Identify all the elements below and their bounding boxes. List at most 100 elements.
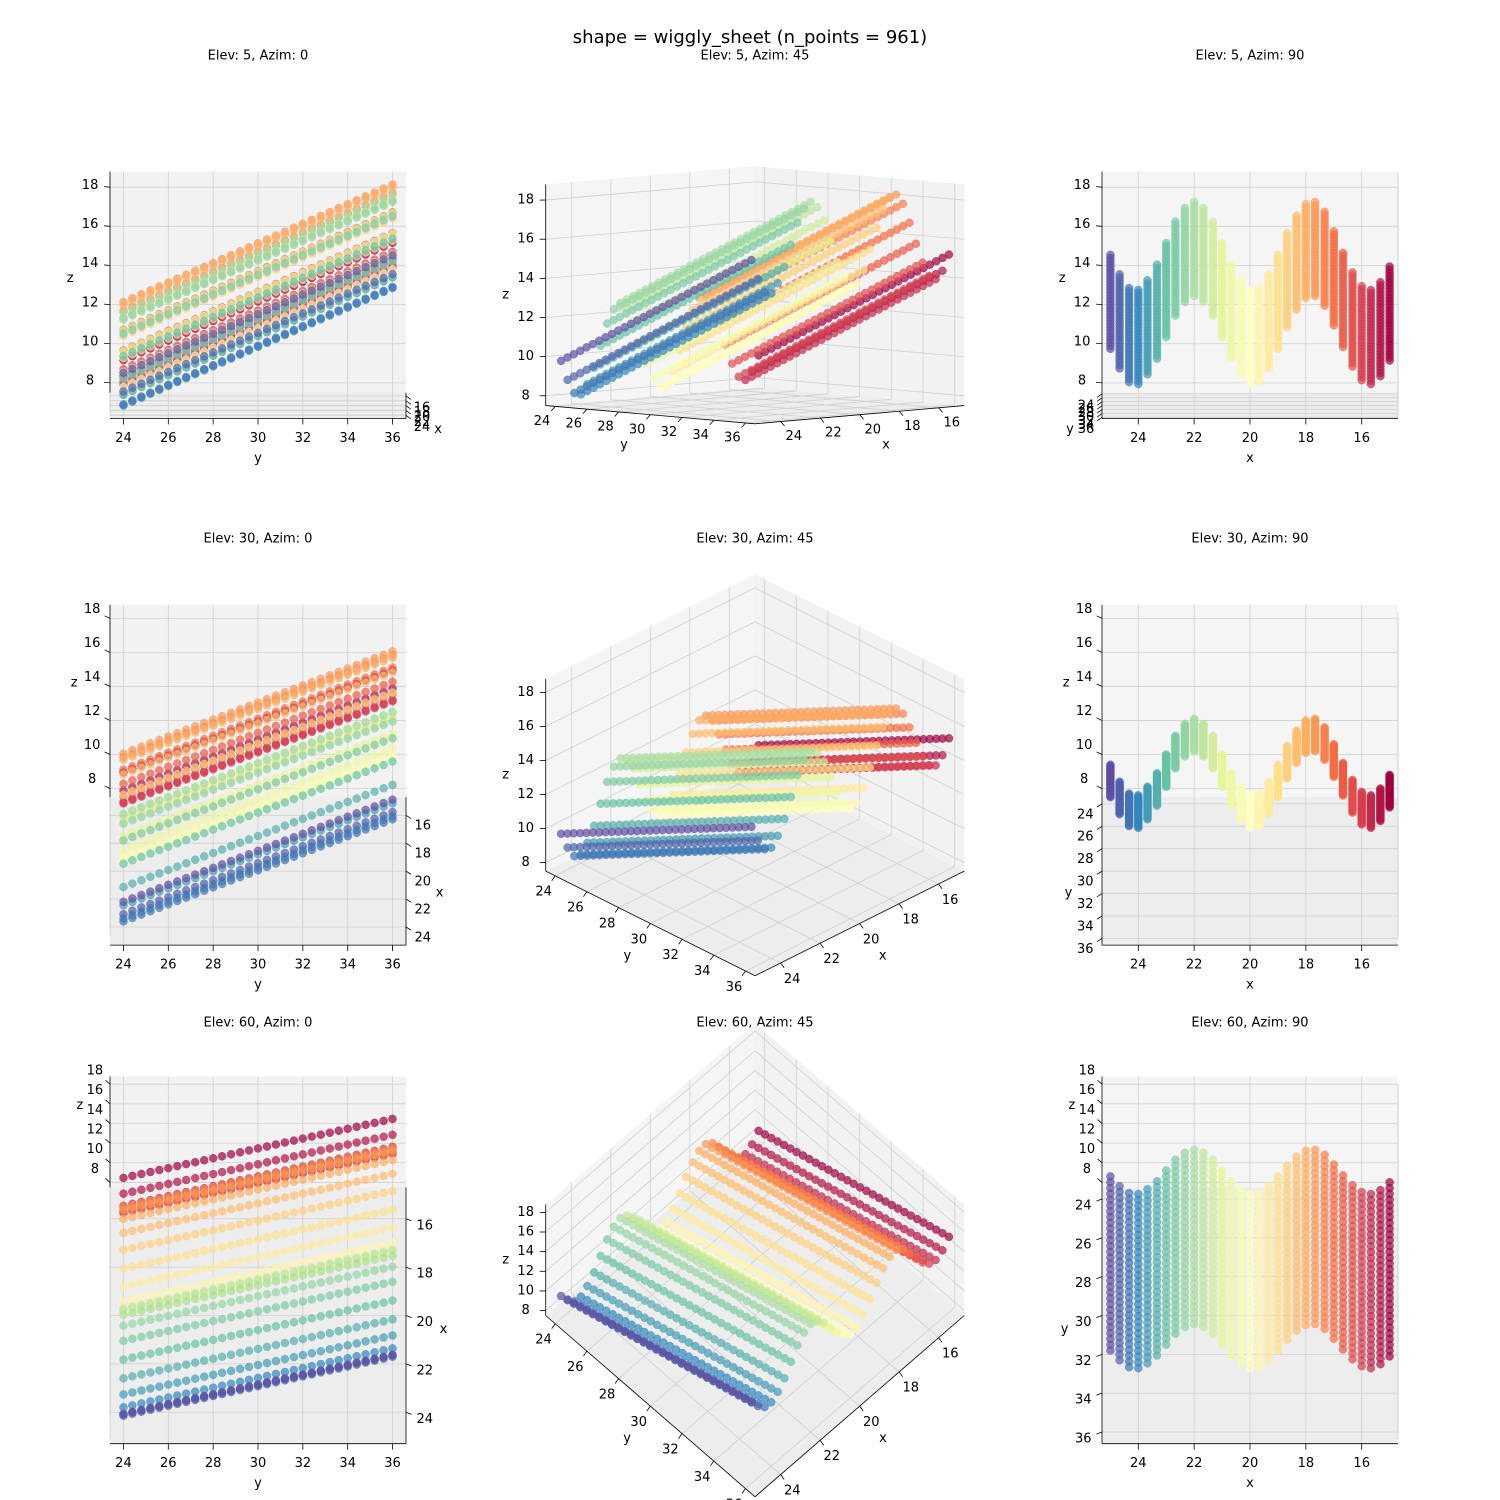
point	[173, 839, 182, 848]
y-tick-label: 28	[205, 431, 222, 446]
point	[137, 783, 146, 793]
point	[878, 205, 888, 214]
point	[181, 873, 191, 883]
point	[361, 707, 370, 716]
point	[173, 799, 182, 808]
point	[244, 762, 254, 771]
point	[199, 265, 209, 274]
point	[253, 794, 263, 804]
point	[253, 858, 263, 868]
tick-mark	[103, 342, 111, 345]
point	[146, 340, 155, 349]
point	[244, 722, 254, 732]
point	[370, 290, 379, 300]
point	[316, 282, 326, 291]
point	[190, 870, 200, 879]
point	[208, 802, 218, 811]
x-tick-label: 24	[784, 972, 801, 987]
point	[173, 291, 182, 301]
point	[262, 791, 272, 800]
point	[164, 380, 173, 390]
point	[334, 777, 343, 787]
point	[146, 887, 155, 896]
point	[173, 328, 182, 337]
point	[181, 755, 191, 765]
point	[253, 728, 263, 738]
point	[137, 829, 146, 838]
point	[334, 306, 343, 315]
point	[343, 812, 352, 821]
point	[190, 771, 200, 781]
point	[388, 734, 397, 743]
point	[173, 862, 182, 871]
point	[352, 809, 361, 818]
point	[137, 910, 146, 919]
point	[307, 247, 317, 256]
point	[181, 812, 191, 821]
tick-mark	[678, 939, 683, 945]
point	[253, 758, 263, 768]
point	[343, 797, 352, 807]
point	[137, 838, 146, 848]
point	[343, 694, 352, 703]
point	[181, 858, 191, 868]
point	[334, 221, 343, 230]
point	[235, 349, 245, 358]
point	[388, 183, 397, 192]
point	[280, 718, 290, 727]
point	[244, 731, 254, 741]
point	[164, 753, 173, 762]
point	[298, 687, 308, 697]
point	[343, 751, 352, 760]
x-tick-label: 20	[1242, 431, 1259, 446]
point	[289, 771, 299, 780]
tick-mark	[103, 225, 111, 227]
point	[119, 799, 128, 808]
x-tick-label: 16	[944, 415, 961, 430]
point	[1329, 227, 1339, 236]
point	[217, 271, 227, 281]
point	[298, 731, 308, 740]
point	[361, 209, 370, 218]
point	[325, 831, 335, 841]
point	[370, 714, 379, 723]
point	[262, 744, 272, 754]
point	[128, 396, 137, 405]
point	[190, 882, 200, 892]
figure-title: shape = wiggly_sheet (n_points = 961)	[573, 27, 927, 48]
point	[280, 729, 290, 738]
point	[128, 296, 137, 306]
point	[128, 776, 137, 785]
point	[181, 359, 191, 369]
z-tick-label: 10	[1074, 335, 1091, 350]
point	[217, 761, 227, 771]
point	[199, 866, 209, 876]
point	[190, 337, 200, 346]
z-tick-label: 12	[82, 295, 99, 310]
point	[280, 836, 290, 845]
point	[164, 828, 173, 838]
point	[316, 228, 326, 238]
point	[1292, 211, 1301, 220]
point	[181, 273, 191, 282]
point	[235, 249, 245, 259]
point	[173, 735, 182, 744]
point	[298, 236, 308, 246]
point	[812, 203, 822, 212]
point	[164, 295, 173, 304]
point	[839, 273, 848, 282]
point	[289, 852, 299, 861]
point	[352, 285, 361, 294]
point	[181, 731, 191, 741]
tick-mark	[1096, 416, 1103, 422]
point	[352, 691, 361, 700]
point	[199, 748, 209, 758]
point	[226, 282, 236, 292]
point	[1180, 203, 1190, 213]
point	[361, 663, 370, 673]
z-tick-label: 8	[88, 772, 96, 787]
point	[334, 673, 343, 683]
point	[352, 821, 361, 830]
point	[181, 785, 191, 795]
subplot-title: Elev: 5, Azim: 90	[1196, 49, 1305, 64]
